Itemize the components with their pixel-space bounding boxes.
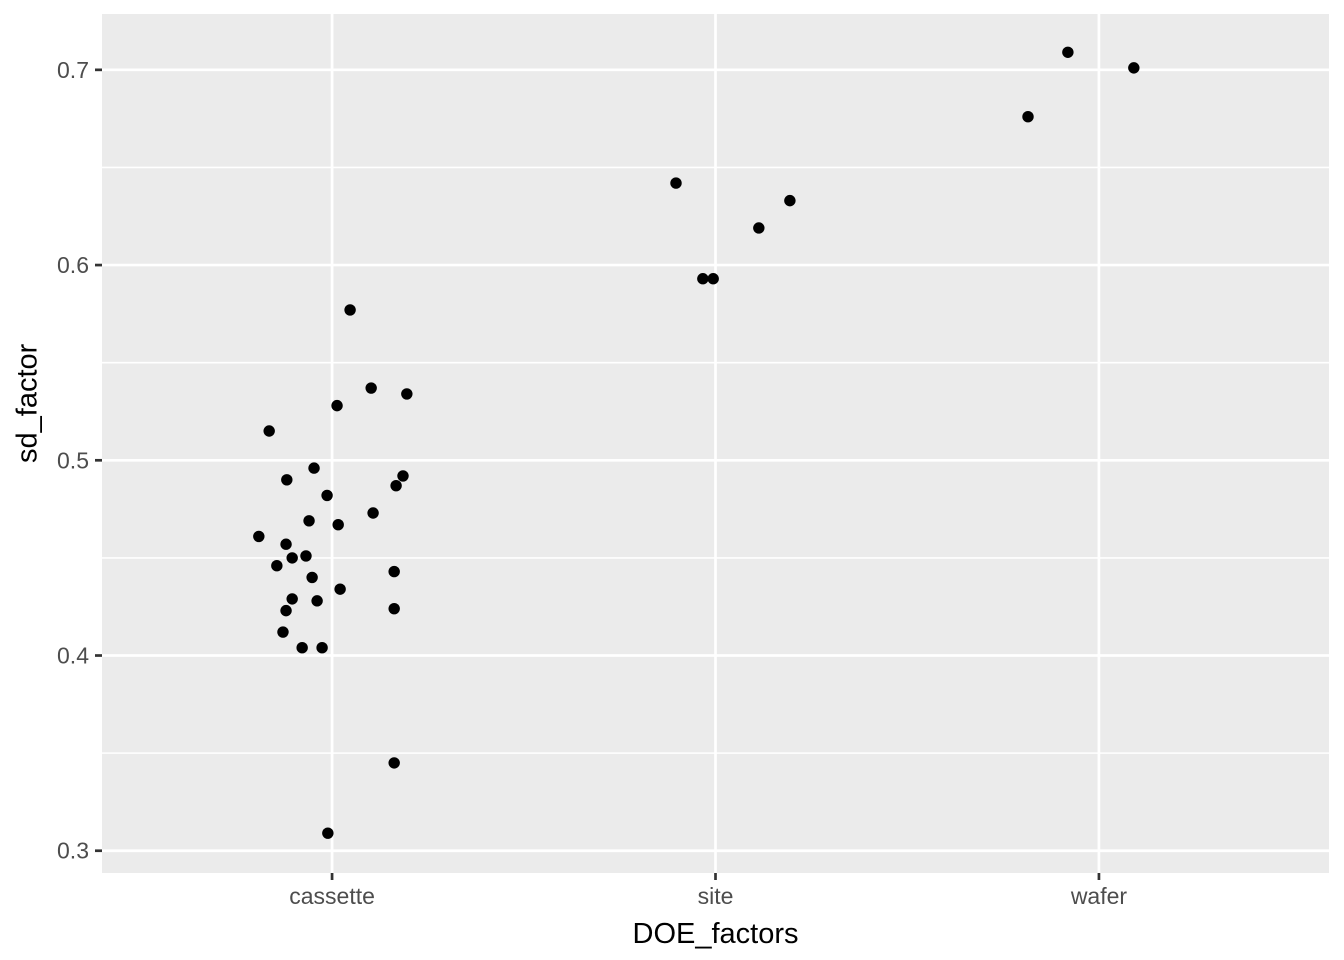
data-point [388, 602, 400, 615]
data-point [300, 550, 312, 562]
data-point [388, 757, 400, 769]
data-point [365, 382, 377, 394]
y-tick-label: 0.3 [57, 838, 89, 864]
data-point [344, 304, 356, 316]
data-point [397, 470, 409, 482]
x-tick-label: wafer [1070, 883, 1128, 909]
data-point [401, 388, 413, 400]
x-tick-label: site [698, 883, 734, 909]
data-point [1062, 46, 1074, 58]
data-point [316, 642, 328, 654]
data-point [280, 604, 292, 617]
data-point [286, 552, 298, 564]
data-point [334, 583, 346, 595]
data-point [281, 474, 293, 486]
y-axis-title-text: sd_factor [11, 343, 44, 463]
data-point [331, 399, 343, 412]
data-point [367, 507, 379, 519]
data-point [697, 273, 709, 285]
data-point [388, 565, 400, 578]
data-point [1022, 110, 1034, 123]
data-point [308, 462, 320, 474]
data-point [280, 538, 292, 550]
data-point [321, 489, 333, 502]
data-point [286, 593, 298, 605]
data-point [670, 177, 682, 189]
y-tick-label: 0.7 [57, 57, 89, 83]
data-point [296, 642, 308, 654]
data-point [753, 222, 765, 234]
data-point [311, 595, 323, 607]
data-point [253, 530, 265, 543]
data-point [306, 571, 318, 584]
data-point [784, 194, 796, 207]
x-axis-title: DOE_factors [632, 918, 799, 950]
data-point [277, 626, 289, 638]
data-point [263, 425, 275, 437]
data-point [707, 273, 719, 285]
data-point [390, 479, 402, 492]
data-point [332, 519, 344, 531]
x-tick-label: cassette [289, 883, 375, 909]
y-tick-label: 0.5 [57, 447, 89, 473]
data-point [303, 515, 315, 527]
y-tick-label: 0.4 [57, 643, 89, 669]
y-axis-title: sd_factor [12, 344, 45, 463]
data-point [1128, 62, 1140, 74]
data-point [271, 560, 283, 572]
data-point [322, 827, 334, 839]
y-tick-label: 0.6 [57, 252, 89, 278]
